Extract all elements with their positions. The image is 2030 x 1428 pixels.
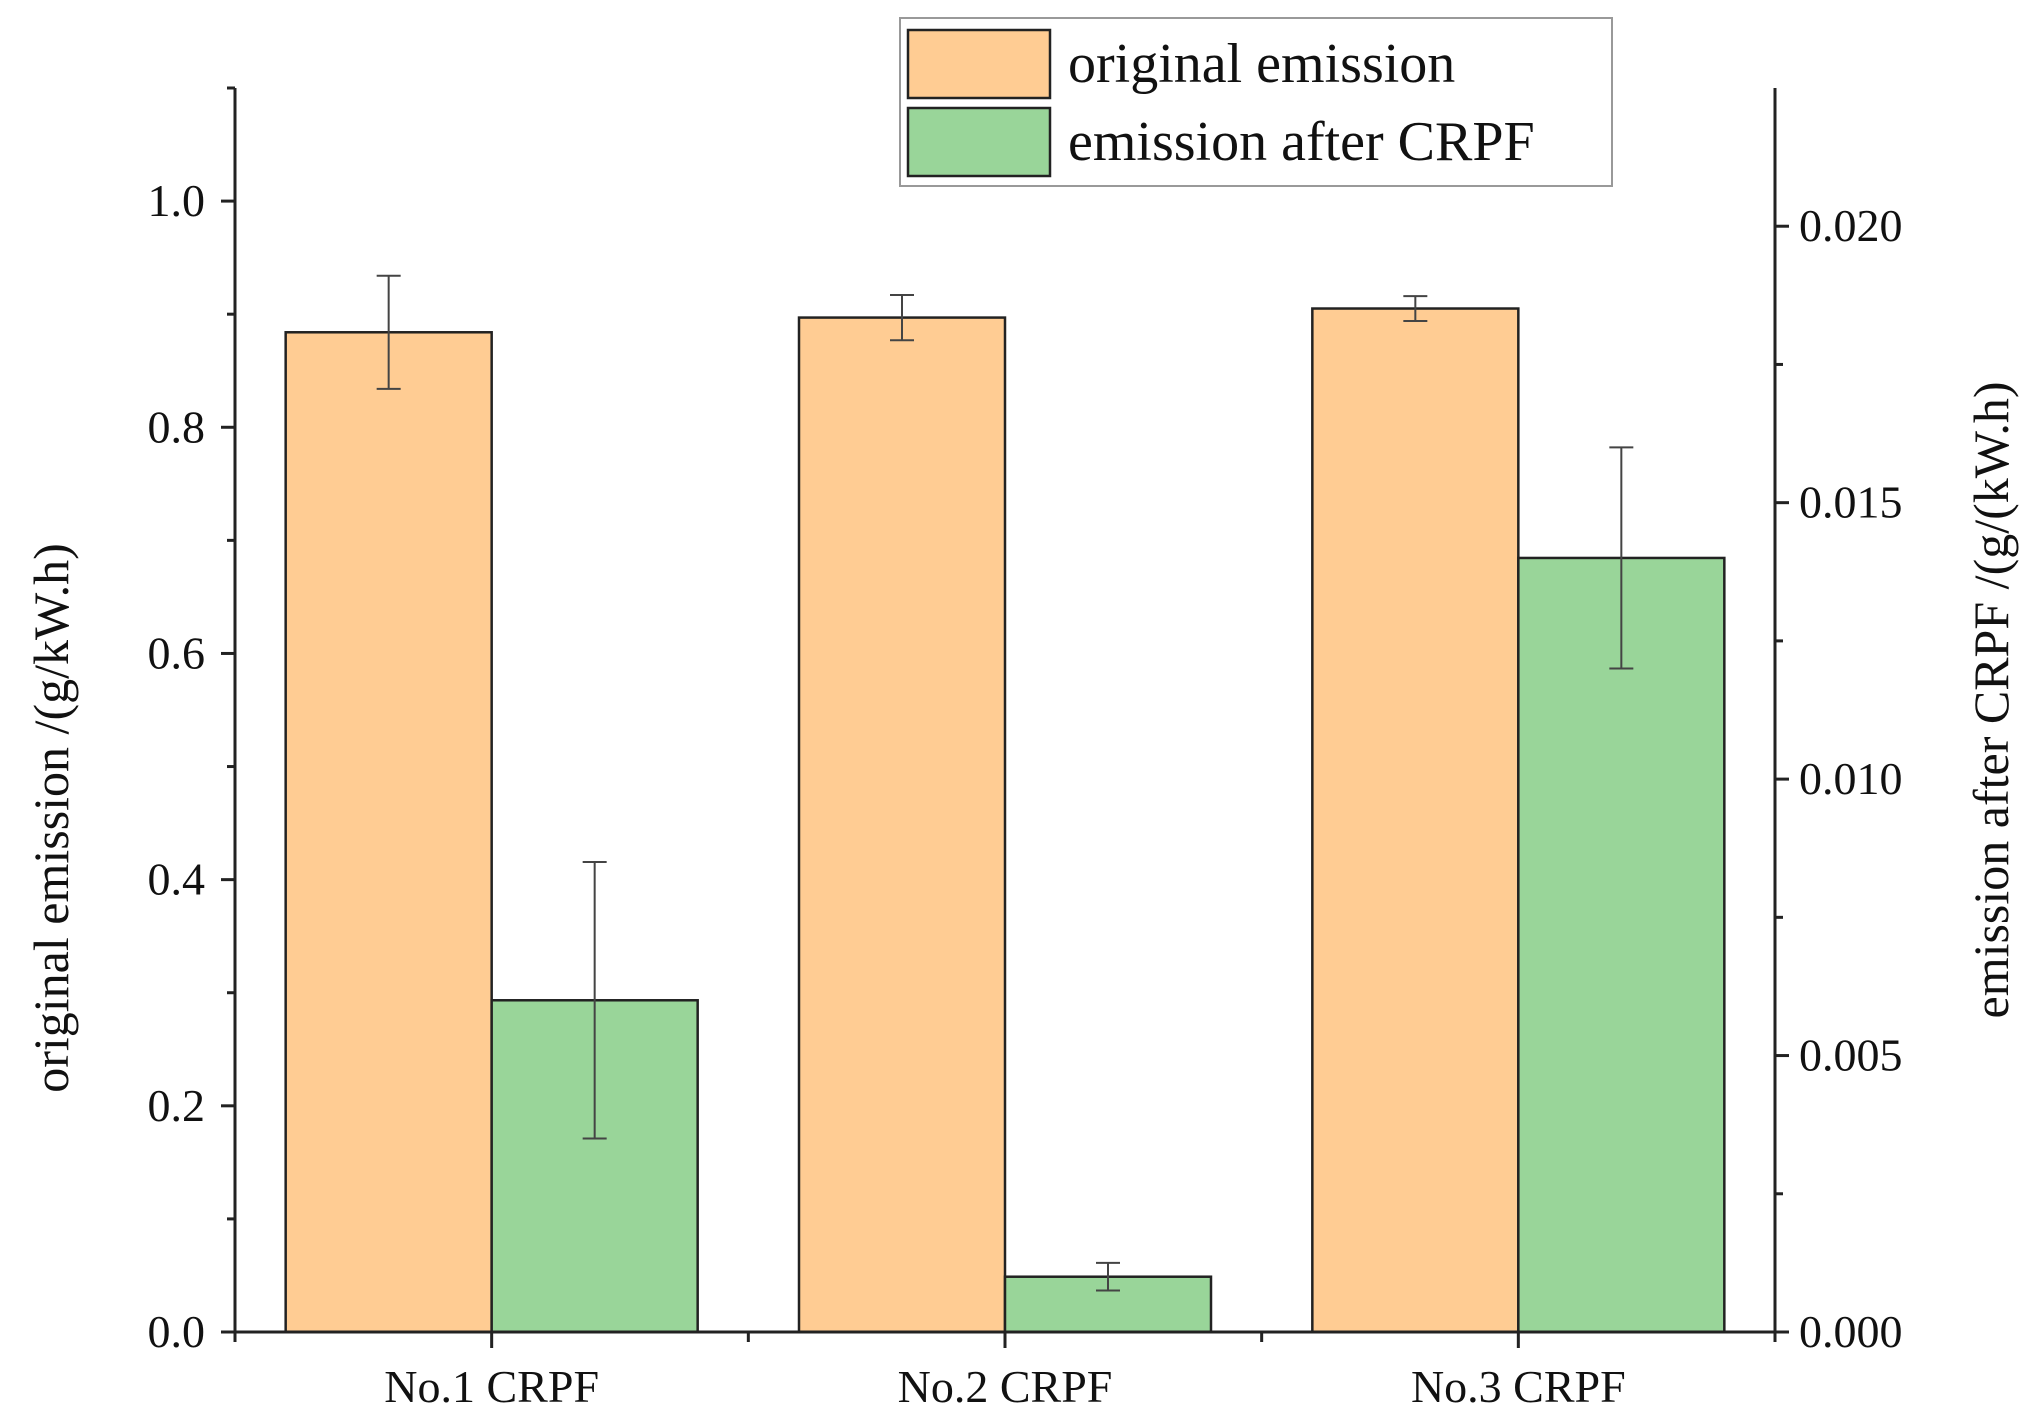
legend-label-original-emission: original emission: [1068, 33, 1455, 95]
error-bar-after-crpf-2: [1096, 1261, 1120, 1292]
y-axis-title-right: emission after CRPF /(g/(kW.h): [1963, 381, 2019, 1018]
y-left-tick-label-0.0: 0.0: [148, 1306, 206, 1357]
y-left-tick-label-0.8: 0.8: [148, 401, 206, 452]
bars-layer: [284, 307, 1726, 1334]
y-left-tick-label-0.4: 0.4: [148, 854, 206, 905]
y-right-tick-label-0.000: 0.000: [1799, 1306, 1903, 1357]
y-right-tick-label-0.005: 0.005: [1799, 1030, 1903, 1081]
y-right-tick-label-0.015: 0.015: [1799, 477, 1903, 528]
bar-original-1: [284, 331, 493, 1334]
y-axis-title-left: original emission /(g/kW.h): [23, 543, 79, 1093]
legend-swatch-original-emission: [906, 28, 1052, 100]
bar-after-crpf-3: [1517, 556, 1726, 1334]
y-right-tick-label-0.010: 0.010: [1799, 753, 1903, 804]
bar-original-3: [1311, 307, 1520, 1334]
bar-original-2: [797, 316, 1007, 1334]
error-bar-after-crpf-3: [1609, 446, 1634, 670]
y-right-tick-label-0.020: 0.020: [1799, 200, 1903, 251]
error-bar-original-3: [1403, 295, 1428, 322]
legend-label-emission-after-crpf: emission after CRPF: [1068, 111, 1535, 173]
legend-swatch-emission-after-crpf: [906, 106, 1052, 178]
legend: original emission emission after CRPF: [899, 17, 1613, 187]
error-bar-original-2: [890, 293, 914, 342]
y-left-tick-label-1.0: 1.0: [148, 175, 206, 226]
x-tick-label-1: No.1 CRPF: [384, 1361, 599, 1412]
x-tick-label-2: No.2 CRPF: [898, 1361, 1113, 1412]
y-left-tick-label-0.6: 0.6: [148, 627, 206, 678]
y-left-tick-label-0.2: 0.2: [148, 1080, 206, 1131]
x-tick-label-3: No.3 CRPF: [1411, 1361, 1626, 1412]
error-bar-after-crpf-1: [582, 861, 607, 1140]
error-bar-original-1: [376, 274, 401, 390]
error-bars-layer: [376, 274, 1634, 1292]
ticks-layer: 0.0 0.2 0.4 0.6 0.8 1.0 0.000 0.005 0.010 0.015 0.…: [148, 86, 1903, 1412]
